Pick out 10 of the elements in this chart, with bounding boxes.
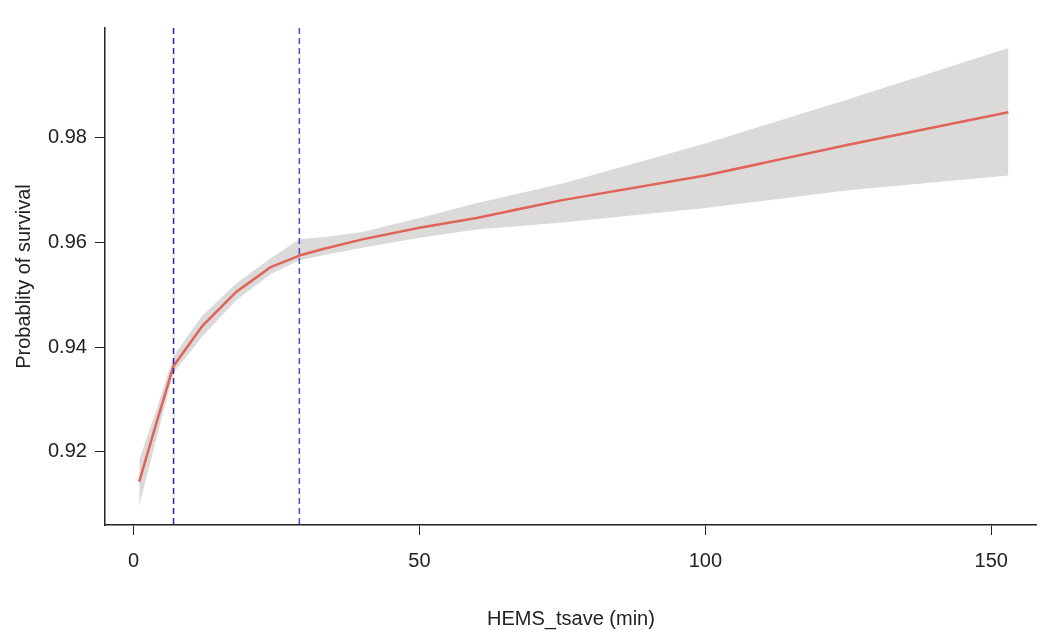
- x-axis-title: HEMS_tsave (min): [487, 606, 655, 630]
- x-tick-label: 50: [408, 548, 431, 571]
- y-tick-label: 0.92: [47, 439, 87, 462]
- y-axis-title: Probablity of survival: [11, 184, 34, 369]
- y-tick-label: 0.96: [47, 230, 87, 253]
- x-tick-label: 100: [688, 548, 723, 571]
- y-tick-label: 0.94: [47, 334, 87, 357]
- y-tick-label: 0.98: [47, 125, 87, 148]
- x-tick-label: 0: [127, 548, 140, 571]
- x-tick-label: 150: [974, 548, 1008, 571]
